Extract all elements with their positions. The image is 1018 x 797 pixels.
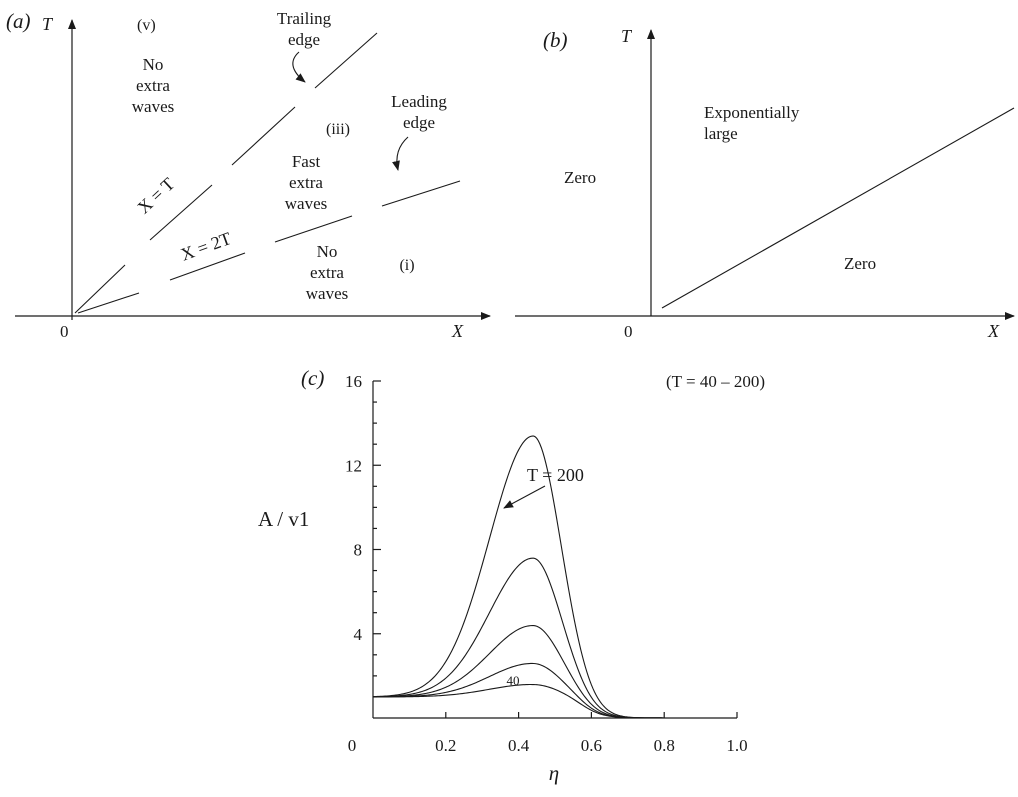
- svg-text:extra: extra: [310, 263, 344, 282]
- panel-b: (b) T X 0 Zero Exponentially large Zero: [515, 26, 1015, 341]
- x-tick-label: 0.6: [581, 736, 602, 755]
- svg-text:waves: waves: [132, 97, 174, 116]
- x-tick-label: 0: [348, 736, 357, 755]
- line-x-eq-t: [74, 32, 378, 314]
- panel-b-upper-region: Exponentially large: [704, 103, 800, 143]
- panel-b-left-region: Zero: [564, 168, 596, 187]
- panel-a-x-label: X: [451, 321, 464, 341]
- region-iii-label: (iii): [326, 121, 350, 138]
- svg-text:No: No: [317, 242, 338, 261]
- panel-a: (a) T X 0 X = T X = 2T (v) No extra wave…: [6, 9, 491, 341]
- trailing-edge-label: Trailing edge: [277, 9, 332, 49]
- line-x-eq-2t: [77, 180, 461, 314]
- panel-a-t-label: T: [42, 14, 54, 34]
- x-tick-label: 0.8: [654, 736, 675, 755]
- panel-b-x-label: X: [987, 321, 1000, 341]
- panel-b-lower-region: Zero: [844, 254, 876, 273]
- region-v-text: No extra waves: [132, 55, 174, 116]
- svg-text:extra: extra: [289, 173, 323, 192]
- panel-b-boundary-line: [661, 107, 1015, 309]
- label-x-eq-t: X = T: [133, 174, 178, 218]
- series-line-4: [372, 557, 737, 719]
- chart-ticks: 0 0.2 0.4 0.6 0.8 1.0 4 8 12 16: [345, 372, 748, 755]
- region-iii-text: Fast extra waves: [285, 152, 327, 213]
- panel-c-label: (c): [301, 366, 324, 390]
- svg-text:Leading: Leading: [391, 92, 447, 111]
- chart-axes: [372, 381, 737, 719]
- curve-bottom-label: 40: [507, 673, 520, 688]
- panel-b-label: (b): [543, 28, 568, 52]
- y-tick-label: 16: [345, 372, 362, 391]
- curve-top-arrow: [503, 485, 546, 509]
- y-axis-label: A / v1: [258, 507, 309, 531]
- chart-c: (c) (T = 40 – 200) A / v1 η T = 200 40 0…: [258, 366, 765, 785]
- svg-text:edge: edge: [403, 113, 435, 132]
- x-tick-label: 0.2: [435, 736, 456, 755]
- leading-edge-label: Leading edge: [391, 92, 447, 132]
- chart-curves: [372, 435, 737, 719]
- label-x-eq-2t: X = 2T: [178, 228, 234, 265]
- svg-text:No: No: [143, 55, 164, 74]
- y-tick-label: 4: [354, 625, 363, 644]
- svg-text:waves: waves: [306, 284, 348, 303]
- leading-edge-arrow: [392, 136, 409, 171]
- region-i-text: No extra waves: [306, 242, 348, 303]
- svg-text:waves: waves: [285, 194, 327, 213]
- svg-text:Fast: Fast: [292, 152, 321, 171]
- chart-annotation: (T = 40 – 200): [666, 372, 765, 391]
- svg-text:extra: extra: [136, 76, 170, 95]
- region-v-label: (v): [137, 17, 156, 34]
- panel-a-origin: 0: [60, 322, 69, 341]
- series-line-2: [372, 662, 737, 719]
- x-axis-label: η: [549, 761, 559, 785]
- svg-text:Exponentially: Exponentially: [704, 103, 800, 122]
- y-tick-label: 12: [345, 456, 362, 475]
- panel-b-t-label: T: [621, 26, 633, 46]
- region-i-label: (i): [399, 257, 414, 274]
- series-line-3: [372, 624, 737, 719]
- x-tick-label: 1.0: [726, 736, 747, 755]
- panel-b-origin: 0: [624, 322, 633, 341]
- x-tick-label: 0.4: [508, 736, 530, 755]
- y-tick-label: 8: [354, 541, 363, 560]
- svg-text:large: large: [704, 124, 738, 143]
- panel-a-label: (a): [6, 9, 31, 33]
- svg-text:edge: edge: [288, 30, 320, 49]
- curve-top-label: T = 200: [527, 465, 584, 485]
- series-line-5: [372, 435, 737, 719]
- trailing-edge-arrow: [292, 51, 306, 83]
- svg-text:Trailing: Trailing: [277, 9, 332, 28]
